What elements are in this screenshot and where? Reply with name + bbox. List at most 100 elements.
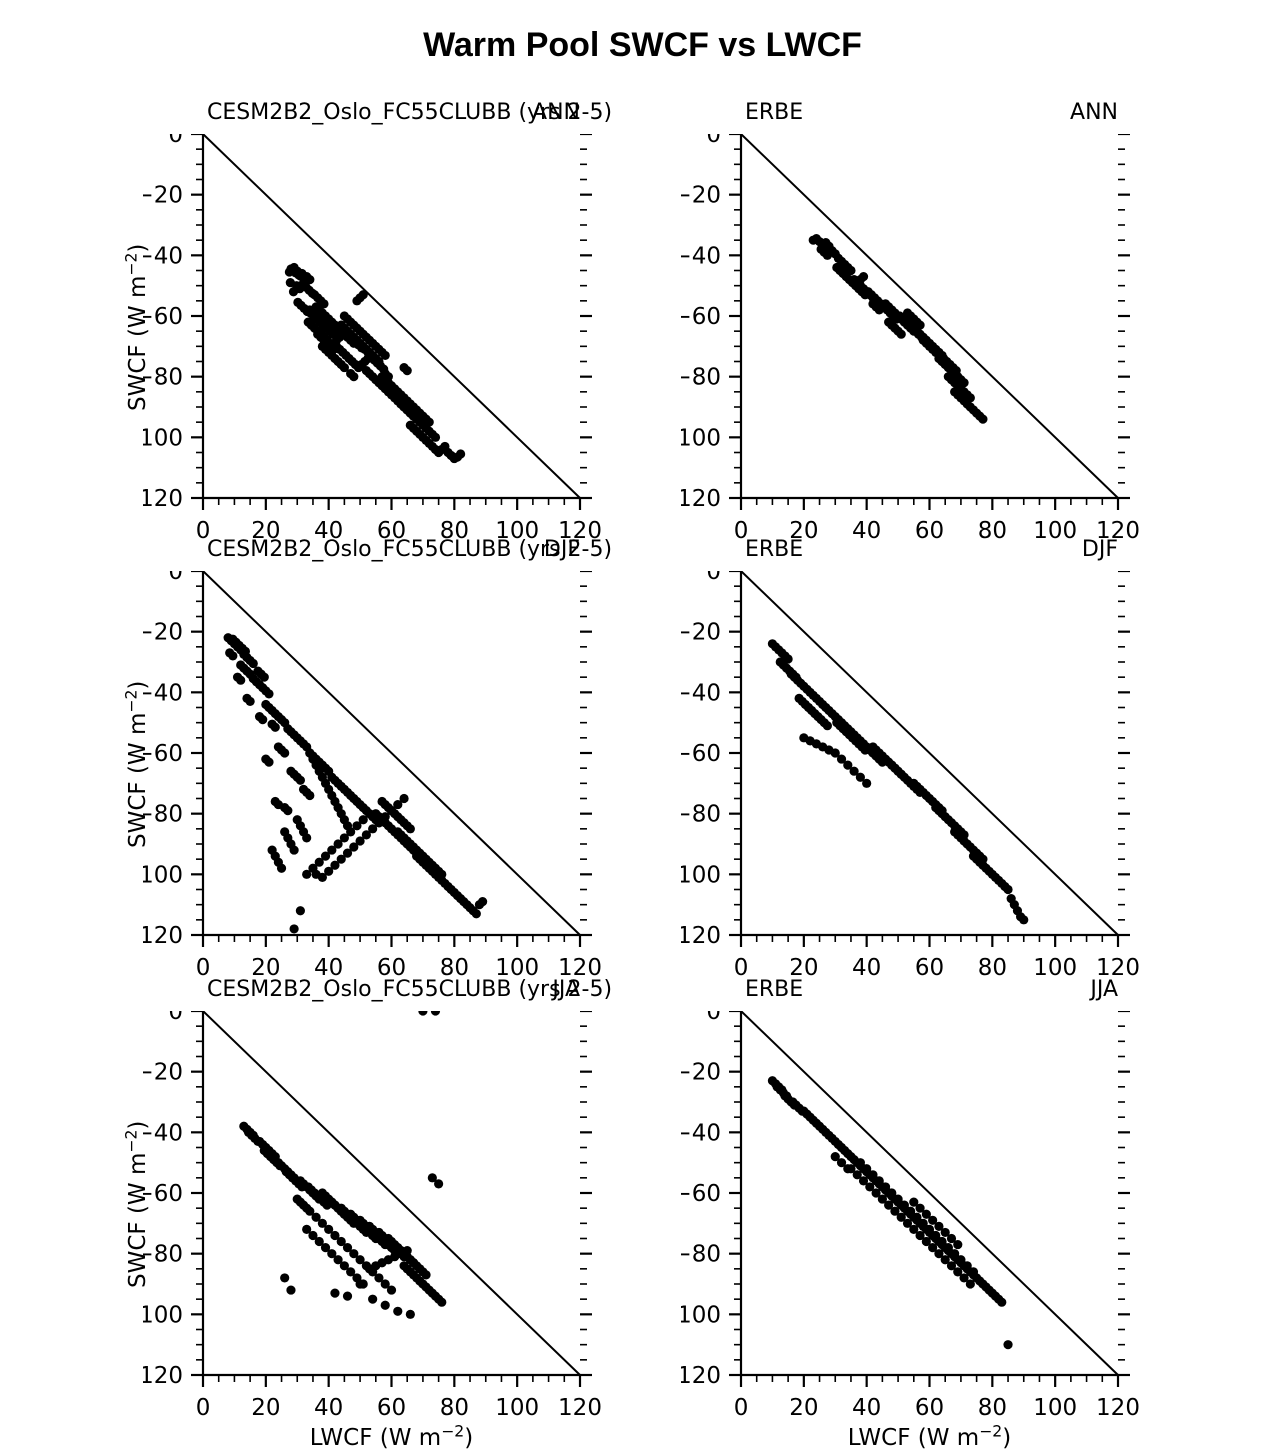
- x-tick-label: 100: [1033, 955, 1077, 981]
- y-axis-title: SWCF (W m−2): [121, 244, 151, 411]
- scatter-point: [386, 806, 397, 816]
- scatter-point: [855, 1158, 865, 1168]
- scatter-point: [915, 320, 925, 330]
- scatter-point: [402, 366, 412, 376]
- scatter-point: [285, 278, 295, 288]
- x-axis-title-text: LWCF (W m: [847, 1425, 980, 1451]
- scatter-series-obs-djf: [767, 639, 1029, 925]
- y-tick-label: −40: [681, 680, 721, 706]
- scatter-point: [305, 790, 315, 801]
- x-tick-label: 0: [196, 955, 211, 981]
- y-axis-title: SWCF (W m−2): [121, 1121, 151, 1288]
- scatter-point: [934, 1221, 944, 1231]
- y-tick-label: 0: [168, 1011, 183, 1025]
- plot-area-obs-ann: 0 20 40 60 80 100 120 0 −20 −40 −60 −80 −100 −120: [681, 134, 1140, 544]
- scatter-point: [380, 1300, 390, 1310]
- scatter-point: [978, 414, 988, 424]
- y-axis-exponent: −2: [121, 689, 141, 713]
- y-tick-label: −20: [681, 620, 721, 646]
- scatter-point: [295, 775, 305, 785]
- y-tick-label: −80: [143, 802, 183, 828]
- y-axis-exponent: −2: [121, 1129, 141, 1153]
- scatter-point: [305, 1206, 315, 1216]
- reference-line-1to1: [740, 1011, 1119, 1376]
- y-tick-label: −60: [143, 741, 183, 767]
- y-tick-label: −40: [681, 1120, 721, 1146]
- scatter-point: [346, 827, 356, 837]
- scatter-point: [915, 1203, 925, 1213]
- scatter-point: [386, 1285, 397, 1295]
- scatter-point: [248, 658, 258, 669]
- scatter-point: [836, 1158, 847, 1168]
- y-tick-label: −120: [681, 486, 721, 512]
- scatter-point: [890, 1206, 900, 1216]
- y-tick-label: −100: [143, 425, 183, 451]
- scatter-point: [877, 1194, 887, 1204]
- scatter-point: [383, 372, 393, 382]
- scatter-point: [946, 1261, 957, 1271]
- scatter-point: [380, 1279, 390, 1289]
- scatter-point: [289, 924, 299, 934]
- scatter-point: [358, 815, 368, 825]
- scatter-point: [355, 1255, 365, 1265]
- scatter-point: [295, 906, 305, 916]
- scatter-point: [280, 1273, 290, 1283]
- scatter-point: [921, 1209, 931, 1219]
- scatter-point: [843, 1164, 853, 1174]
- scatter-point: [349, 1249, 359, 1259]
- x-tick-label: 40: [314, 955, 343, 981]
- y-tick-label: −120: [143, 923, 183, 949]
- scatter-point: [330, 1230, 340, 1241]
- scatter-point: [865, 1182, 875, 1192]
- x-tick-label: 40: [314, 1395, 343, 1421]
- x-tick-label: 40: [852, 1395, 881, 1421]
- y-tick-label: −100: [681, 862, 721, 888]
- scatter-point: [302, 1224, 312, 1234]
- panel-season-label: ANN: [1070, 100, 1118, 125]
- scatter-point: [887, 1188, 897, 1198]
- scatter-point: [896, 1212, 906, 1222]
- y-axis-title: SWCF (W m−2): [121, 681, 151, 848]
- scatter-point: [830, 1152, 840, 1162]
- x-tick-label: 20: [789, 955, 818, 981]
- x-tick-label: 0: [734, 955, 749, 981]
- scatter-point: [393, 1306, 403, 1316]
- y-tick-label: 0: [168, 134, 183, 148]
- scatter-point: [352, 821, 362, 831]
- scatter-series-model-ann: [284, 262, 466, 464]
- scatter-point: [305, 275, 315, 285]
- scatter-point: [358, 290, 368, 300]
- x-tick-label: 100: [495, 1395, 539, 1421]
- plot-area-model-djf: 0 20 40 60 80 100 120 0 −20 −40 −60 −80 −100 −120: [143, 571, 602, 981]
- scatter-point: [302, 869, 312, 879]
- scatter-point: [342, 848, 353, 858]
- scatter-point: [259, 672, 269, 682]
- plot-area-model-jja: 0 20 40 60 80 100 120 0 −20 −40 −60 −80 −100 −120: [143, 1011, 602, 1421]
- scatter-point: [852, 1170, 862, 1180]
- scatter-point: [374, 1273, 384, 1283]
- plot-panel-obs-ann: ERBE ANN 0 20 40 60 80 100 120 0 −20 −40 −60 −80 −100 −…: [681, 100, 1178, 578]
- x-tick-label: 60: [915, 955, 944, 981]
- y-tick-label: −120: [143, 486, 183, 512]
- x-tick-label: 40: [852, 955, 881, 981]
- y-tick-label: −100: [143, 1302, 183, 1328]
- y-tick-label: −20: [143, 620, 183, 646]
- scatter-point: [950, 1249, 960, 1259]
- x-tick-label: 20: [251, 1395, 280, 1421]
- x-tick-label: 20: [251, 518, 280, 544]
- scatter-point: [289, 845, 299, 855]
- y-tick-label: −60: [143, 1181, 183, 1207]
- scatter-point: [953, 1267, 963, 1277]
- scatter-point: [968, 1267, 979, 1277]
- x-tick-label: 20: [251, 955, 280, 981]
- x-tick-label: 0: [196, 518, 211, 544]
- scatter-point: [896, 329, 906, 339]
- x-tick-label: 60: [377, 955, 406, 981]
- scatter-point: [909, 1197, 919, 1207]
- plot-panel-model-jja: CESM2B2_Oslo_FC55CLUBB (yrs 2-5) JJA 0 20 40…: [121, 977, 640, 1455]
- scatter-point: [418, 1011, 428, 1016]
- x-tick-label: 100: [495, 518, 539, 544]
- plot-area-obs-jja: 0 20 40 60 80 100 120 0 −20 −40 −60 −80 −100 −120: [681, 1011, 1140, 1421]
- scatter-series-obs-jja: [767, 1076, 1013, 1350]
- x-tick-label: 80: [440, 518, 469, 544]
